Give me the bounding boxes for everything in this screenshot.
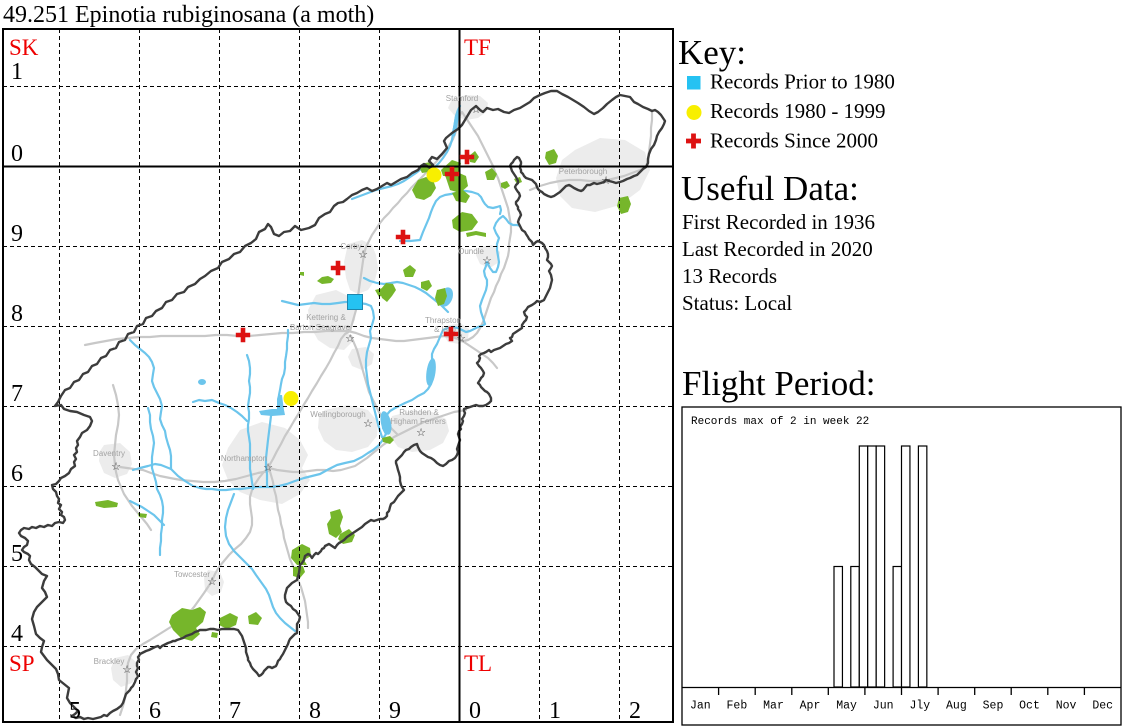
svg-text:SK: SK	[9, 35, 39, 60]
svg-text:Status: Local: Status: Local	[682, 291, 792, 315]
svg-text:☆: ☆	[111, 461, 121, 473]
svg-text:Northampton: Northampton	[221, 454, 267, 463]
svg-text:May: May	[836, 700, 857, 713]
svg-text:☆: ☆	[601, 175, 611, 187]
svg-text:Aug: Aug	[946, 700, 967, 713]
svg-text:Apr: Apr	[800, 700, 821, 713]
svg-text:Peterborough: Peterborough	[559, 167, 607, 176]
svg-text:Records 1980 - 1999: Records 1980 - 1999	[710, 99, 886, 123]
svg-text:☆: ☆	[456, 333, 466, 345]
svg-text:Thrapston: Thrapston	[425, 316, 461, 325]
svg-text:Dec: Dec	[1092, 700, 1113, 713]
svg-text:13 Records: 13 Records	[682, 264, 777, 288]
svg-text:Nov: Nov	[1056, 700, 1077, 713]
svg-text:5: 5	[11, 541, 23, 567]
svg-text:Records Since 2000: Records Since 2000	[710, 129, 878, 153]
svg-text:Higham Ferrers: Higham Ferrers	[390, 417, 446, 426]
svg-text:TL: TL	[464, 651, 492, 676]
svg-text:& Islip: & Islip	[434, 325, 456, 334]
svg-text:☆: ☆	[471, 104, 481, 116]
svg-text:TF: TF	[464, 35, 491, 60]
svg-text:☆: ☆	[122, 664, 132, 676]
svg-text:Records max of 2 in week 22: Records max of 2 in week 22	[691, 416, 869, 428]
svg-text:6: 6	[149, 698, 161, 724]
svg-text:Daventry: Daventry	[93, 449, 125, 458]
svg-text:Jun: Jun	[873, 700, 894, 713]
svg-text:7: 7	[11, 381, 23, 407]
svg-text:Sep: Sep	[983, 700, 1004, 713]
svg-text:Kettering &: Kettering &	[306, 313, 346, 322]
svg-text:4: 4	[11, 621, 23, 647]
svg-text:0: 0	[11, 141, 23, 167]
svg-text:Stamford: Stamford	[446, 94, 478, 103]
svg-text:Brackley: Brackley	[94, 657, 125, 666]
svg-text:49.251 Epinotia rubiginosana (: 49.251 Epinotia rubiginosana (a moth)	[3, 2, 374, 28]
svg-text:9: 9	[389, 698, 401, 724]
svg-text:Corby: Corby	[340, 242, 361, 251]
svg-text:Last Recorded in 2020: Last Recorded in 2020	[682, 237, 873, 261]
svg-text:Useful Data:: Useful Data:	[681, 169, 859, 208]
svg-text:☆: ☆	[482, 255, 492, 267]
svg-text:First Recorded in 1936: First Recorded in 1936	[682, 210, 875, 234]
svg-text:☆: ☆	[207, 576, 217, 588]
svg-text:6: 6	[11, 461, 23, 487]
svg-text:Towcester: Towcester	[174, 570, 210, 579]
svg-text:Records Prior to 1980: Records Prior to 1980	[710, 70, 895, 94]
svg-text:Mar: Mar	[763, 700, 784, 713]
svg-text:☆: ☆	[358, 249, 368, 261]
svg-text:8: 8	[309, 698, 321, 724]
svg-text:☆: ☆	[345, 333, 355, 345]
svg-text:Oundle: Oundle	[458, 247, 484, 256]
svg-text:☆: ☆	[363, 418, 373, 430]
svg-text:Rushden &: Rushden &	[399, 408, 439, 417]
svg-text:☆: ☆	[416, 427, 426, 439]
svg-text:Key:: Key:	[678, 33, 746, 72]
svg-text:0: 0	[469, 698, 481, 724]
svg-text:Flight Period:: Flight Period:	[682, 364, 876, 403]
svg-text:Jly: Jly	[909, 700, 930, 713]
svg-text:9: 9	[11, 221, 23, 247]
svg-text:1: 1	[11, 59, 23, 85]
svg-text:☆: ☆	[263, 462, 273, 474]
svg-text:Jan: Jan	[690, 700, 711, 713]
svg-text:5: 5	[69, 698, 81, 724]
svg-text:7: 7	[229, 698, 241, 724]
svg-text:Wellingborough: Wellingborough	[310, 410, 365, 419]
svg-text:Oct: Oct	[1019, 700, 1040, 713]
svg-text:Barton Seagrave: Barton Seagrave	[290, 323, 351, 332]
svg-text:8: 8	[11, 301, 23, 327]
svg-text:2: 2	[629, 698, 641, 724]
svg-text:SP: SP	[9, 651, 35, 676]
svg-text:1: 1	[549, 698, 561, 724]
svg-text:Feb: Feb	[727, 700, 748, 713]
